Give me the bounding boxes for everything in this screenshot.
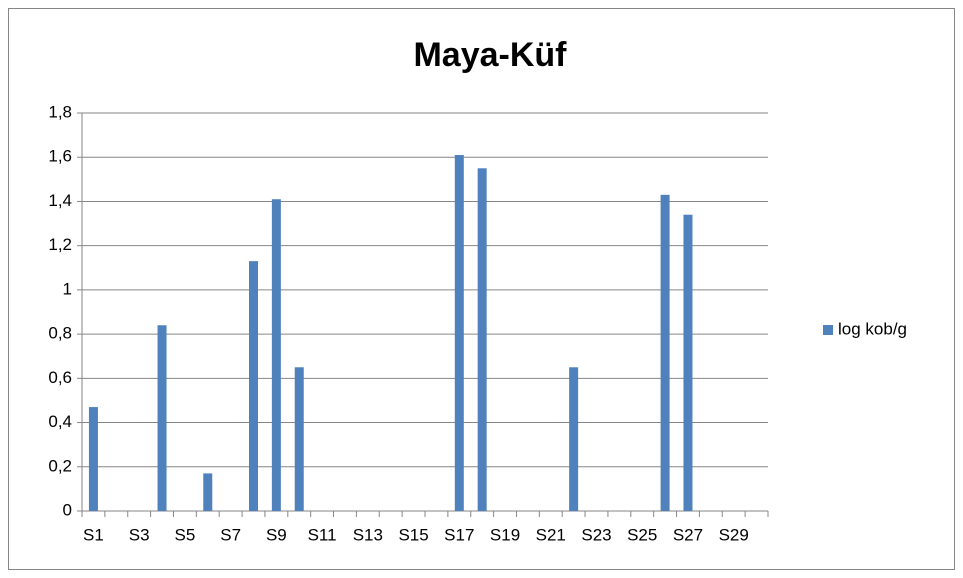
x-tick-label: S29 xyxy=(719,525,749,544)
x-tick-label: S7 xyxy=(220,525,241,544)
bar xyxy=(569,367,579,511)
x-tick-label: S11 xyxy=(308,525,337,544)
x-tick-label: S1 xyxy=(83,525,104,544)
legend-swatch xyxy=(823,325,833,335)
x-tick-label: S21 xyxy=(536,525,566,544)
bar xyxy=(271,199,281,511)
bar xyxy=(157,325,167,511)
x-tick-label: S15 xyxy=(398,525,428,544)
y-tick-label: 1,4 xyxy=(48,191,72,210)
bar xyxy=(294,367,304,511)
y-tick-label: 0,4 xyxy=(48,412,72,431)
bar xyxy=(454,155,464,511)
chart-title: Maya-Küf xyxy=(413,36,567,74)
y-tick-label: 1,6 xyxy=(48,147,72,166)
x-tick-label: S25 xyxy=(627,525,657,544)
bar xyxy=(203,473,213,511)
x-tick-label: S13 xyxy=(353,525,383,544)
y-tick-label: 0 xyxy=(63,500,72,519)
x-tick-label: S5 xyxy=(175,525,196,544)
legend-label: log kob/g xyxy=(838,319,907,338)
y-tick-label: 1 xyxy=(63,279,72,298)
bar xyxy=(683,214,693,511)
x-tick-label: S23 xyxy=(581,525,611,544)
bar xyxy=(660,194,670,512)
y-tick-label: 0,6 xyxy=(48,368,72,387)
y-tick-label: 0,8 xyxy=(48,324,72,343)
x-tick-label: S3 xyxy=(129,525,150,544)
y-tick-label: 1,2 xyxy=(48,235,72,254)
bar xyxy=(88,407,98,511)
bar xyxy=(249,261,258,511)
x-tick-label: S27 xyxy=(673,525,703,544)
y-tick-label: 1,8 xyxy=(48,102,72,121)
x-tick-label: S19 xyxy=(490,525,520,544)
bar xyxy=(477,168,487,511)
x-tick-label: S17 xyxy=(444,525,474,544)
x-tick-label: S9 xyxy=(266,525,287,544)
y-tick-label: 0,2 xyxy=(48,456,72,475)
